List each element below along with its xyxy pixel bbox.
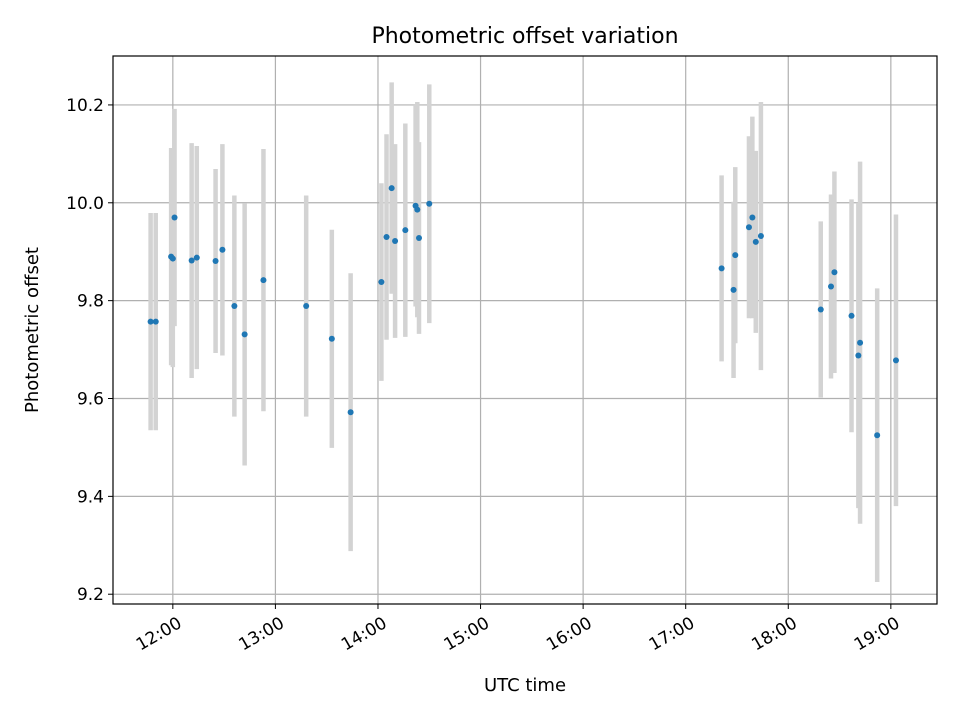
data-point: [383, 234, 390, 241]
data-point: [147, 318, 154, 325]
data-point: [152, 318, 159, 325]
data-point: [402, 227, 409, 234]
data-point: [212, 258, 219, 265]
data-point: [892, 357, 899, 364]
data-point: [874, 432, 881, 439]
point-layer: [147, 185, 899, 439]
y-tick-label: 9.8: [77, 292, 104, 312]
data-point: [817, 306, 824, 313]
y-tick-label: 9.2: [77, 585, 104, 605]
data-point: [303, 303, 310, 310]
data-point: [231, 303, 238, 310]
data-point: [831, 269, 838, 276]
data-point: [328, 335, 335, 342]
plot-frame: [112, 55, 938, 605]
data-point: [757, 233, 764, 240]
data-point: [388, 185, 395, 192]
data-point: [718, 265, 725, 272]
y-tick-label: 9.4: [77, 487, 104, 507]
data-point: [193, 254, 200, 261]
data-point: [855, 352, 862, 359]
chart-title: Photometric offset variation: [371, 24, 678, 49]
y-tick-label: 9.6: [77, 390, 104, 410]
data-point: [857, 339, 864, 346]
data-point: [378, 279, 385, 286]
data-point: [392, 237, 399, 244]
data-point: [188, 257, 195, 264]
grid-layer: [113, 56, 937, 604]
data-point: [414, 206, 421, 213]
data-point: [219, 246, 226, 253]
y-axis-label: Photometric offset: [22, 247, 43, 413]
data-point: [426, 200, 433, 207]
data-point: [416, 235, 423, 242]
y-tick-label: 10.2: [66, 96, 104, 116]
data-point: [347, 409, 354, 416]
data-point: [749, 214, 756, 221]
data-point: [241, 331, 248, 338]
data-point: [171, 214, 178, 221]
x-axis-label: UTC time: [484, 675, 566, 696]
data-point: [745, 224, 752, 231]
data-point: [169, 255, 176, 262]
data-point: [260, 277, 267, 284]
data-point: [752, 238, 759, 245]
data-point: [848, 312, 855, 319]
data-point: [732, 252, 739, 259]
data-point: [730, 286, 737, 293]
data-point: [828, 283, 835, 290]
y-tick-label: 10.0: [66, 194, 104, 214]
